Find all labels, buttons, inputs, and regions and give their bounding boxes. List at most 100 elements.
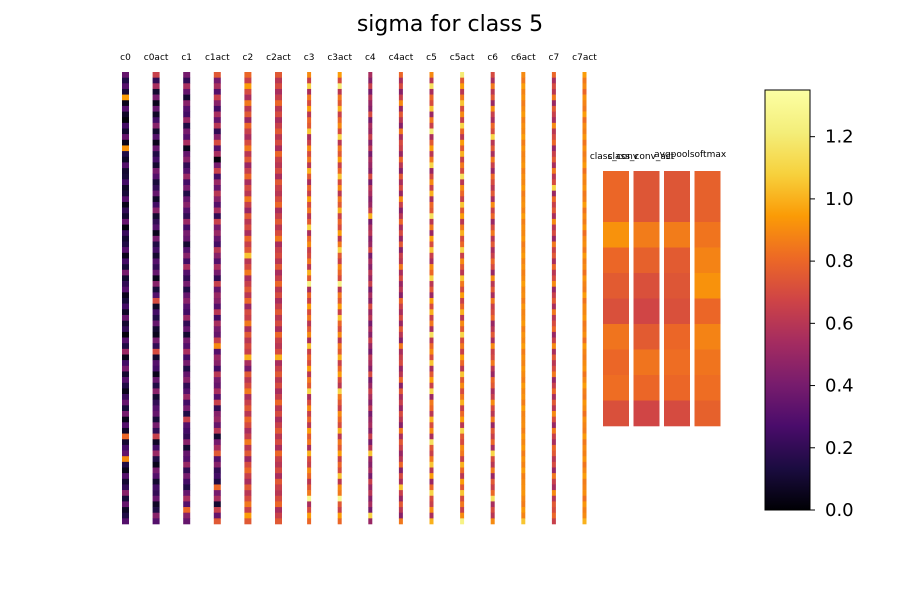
heatmap-cell xyxy=(152,394,160,400)
heatmap-cell xyxy=(490,450,495,457)
heatmap-cell xyxy=(337,365,342,372)
heatmap-cell xyxy=(398,88,403,95)
heatmap-cell xyxy=(582,117,587,124)
heatmap-cell xyxy=(398,309,403,316)
heatmap-cell xyxy=(582,314,587,321)
heatmap-cell xyxy=(337,168,342,174)
heatmap-cell xyxy=(213,218,221,225)
heatmap-cell xyxy=(337,213,342,220)
heatmap-cell xyxy=(183,77,191,84)
heatmap-cell xyxy=(429,72,434,78)
heatmap-cell xyxy=(337,100,342,107)
heatmap-cell xyxy=(490,235,495,242)
heatmap-cell xyxy=(275,292,282,299)
heatmap-cell xyxy=(122,314,129,321)
classifier-label-avgpool: avgpool xyxy=(654,150,690,160)
heatmap-cell xyxy=(490,190,495,197)
layer-column-c7act: c7act xyxy=(572,53,597,525)
heatmap-cell xyxy=(307,427,312,434)
heatmap-cell xyxy=(213,303,221,310)
heatmap-cell xyxy=(244,190,252,197)
heatmap-cell xyxy=(429,224,434,231)
heatmap-cell xyxy=(152,427,160,434)
heatmap-cell xyxy=(337,201,342,208)
heatmap-cell xyxy=(551,388,556,395)
heatmap-cell xyxy=(490,224,495,231)
heatmap-cell xyxy=(551,411,556,417)
heatmap-cell xyxy=(429,473,434,480)
heatmap-cell xyxy=(368,190,373,197)
heatmap-cell xyxy=(460,433,465,440)
heatmap-cell xyxy=(213,224,221,231)
heatmap-cell xyxy=(275,252,282,259)
heatmap-cell xyxy=(521,218,526,225)
heatmap-cell xyxy=(244,224,252,231)
heatmap-cell xyxy=(337,473,342,480)
heatmap-cell xyxy=(244,292,252,299)
heatmap-cell xyxy=(582,303,587,310)
heatmap-cell xyxy=(551,433,556,440)
heatmap-cell xyxy=(398,337,403,344)
heatmap-cell xyxy=(460,309,465,316)
classifier-cell xyxy=(603,247,629,274)
heatmap-cell xyxy=(183,224,191,231)
heatmap-cell xyxy=(183,377,191,384)
heatmap-cell xyxy=(337,258,342,265)
heatmap-cell xyxy=(213,72,221,78)
heatmap-cell xyxy=(368,145,373,152)
heatmap-cell xyxy=(551,185,556,191)
heatmap-cell xyxy=(460,348,465,355)
heatmap-cell xyxy=(551,501,556,508)
heatmap-cell xyxy=(460,320,465,327)
heatmap-cell xyxy=(122,348,129,355)
heatmap-cell xyxy=(398,168,403,174)
heatmap-cell xyxy=(152,331,160,338)
heatmap-cell xyxy=(490,230,495,237)
heatmap-cell xyxy=(307,207,312,214)
heatmap-cell xyxy=(368,337,373,344)
heatmap-cell xyxy=(275,111,282,118)
heatmap-cell xyxy=(429,478,434,485)
classifier-cell xyxy=(633,349,660,376)
heatmap-cell xyxy=(275,94,282,101)
heatmap-cell xyxy=(582,190,587,197)
heatmap-cell xyxy=(490,275,495,282)
heatmap-cell xyxy=(337,337,342,344)
heatmap-cell xyxy=(582,518,587,525)
heatmap-cell xyxy=(122,207,129,214)
heatmap-cell xyxy=(213,495,221,502)
heatmap-cell xyxy=(521,151,526,158)
heatmap-cell xyxy=(582,484,587,491)
heatmap-cell xyxy=(244,461,252,468)
heatmap-cell xyxy=(429,168,434,174)
heatmap-cell xyxy=(244,105,252,112)
heatmap-cell xyxy=(244,320,252,327)
heatmap-cell xyxy=(398,427,403,434)
heatmap-cell xyxy=(122,122,129,129)
heatmap-cell xyxy=(551,235,556,242)
colorbar-ticks: 0.0 0.2 0.4 0.6 0.8 1.0 1.2 xyxy=(810,127,854,521)
heatmap-cell xyxy=(582,320,587,327)
heatmap-cell xyxy=(213,309,221,316)
heatmap-cell xyxy=(521,145,526,152)
heatmap-cell xyxy=(460,258,465,265)
heatmap-cell xyxy=(122,507,129,513)
heatmap-cell xyxy=(368,162,373,169)
heatmap-cell xyxy=(183,416,191,423)
heatmap-cell xyxy=(244,207,252,214)
heatmap-cell xyxy=(521,258,526,265)
heatmap-cell xyxy=(582,439,587,446)
heatmap-cell xyxy=(582,218,587,225)
heatmap-cell xyxy=(490,507,495,513)
heatmap-cell xyxy=(213,151,221,158)
heatmap-cell xyxy=(551,105,556,112)
heatmap-cell xyxy=(368,264,373,271)
heatmap-cell xyxy=(460,354,465,361)
heatmap-cell xyxy=(152,422,160,429)
heatmap-cell xyxy=(521,111,526,118)
heatmap-cell xyxy=(460,399,465,406)
heatmap-cell xyxy=(398,292,403,299)
heatmap-cell xyxy=(122,388,129,395)
heatmap-cell xyxy=(213,427,221,434)
